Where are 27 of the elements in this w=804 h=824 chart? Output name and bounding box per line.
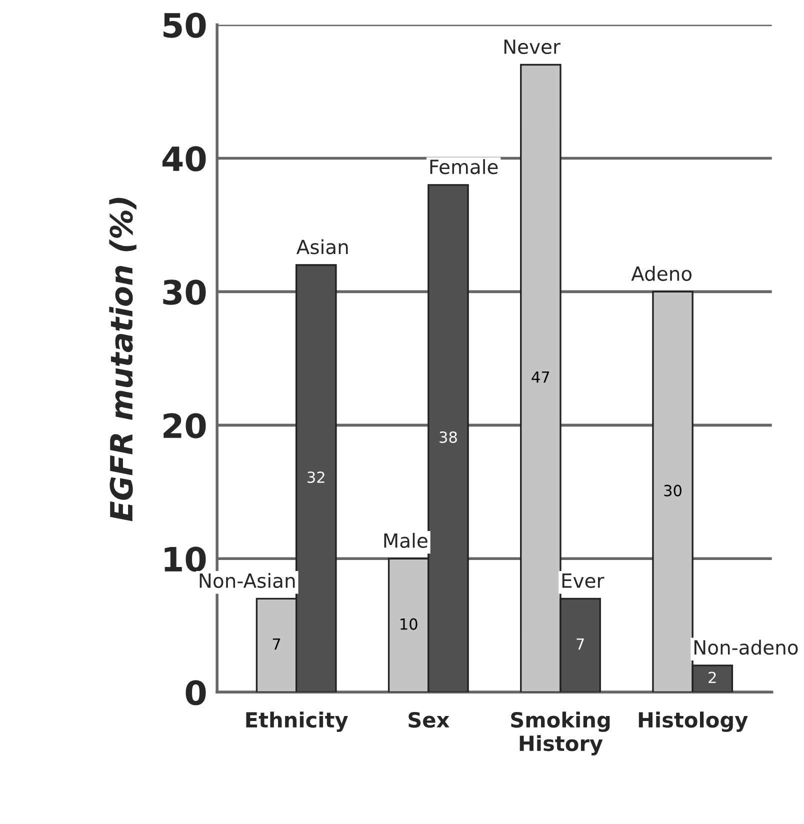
y-tick-label: 10 [164,546,206,572]
annotation: Male [384,532,428,548]
annotation: Asian [296,239,348,254]
x-tick-label: Sex [408,712,450,728]
x-tick-label: Ethnicity [246,712,348,732]
annotation: Ever [562,574,604,588]
data-label: 30 [664,484,682,496]
annotation: Never [504,40,560,54]
data-label: 10 [400,618,418,630]
y-tick-label: 0 [186,680,206,706]
y-tick-label: 20 [164,413,206,438]
x-tick-label: Histology [638,712,748,732]
data-label: 7 [272,638,280,650]
data-label: 2 [708,672,716,684]
annotation: Female [430,159,498,174]
data-label: 47 [532,372,550,383]
y-tick-label: 50 [164,12,206,38]
data-label: 32 [308,471,324,484]
data-label: 38 [440,431,457,443]
y-tick-label: 30 [163,280,206,305]
annotation: Non-Asian [200,572,295,588]
annotation: Adeno [631,266,692,281]
data-label: 7 [576,638,584,650]
y-tick-label: 40 [162,146,206,172]
x-tick-label: Smoking History [511,712,610,756]
y-axis-title: EGFR mutation (%) [109,198,136,522]
annotation: Non-adeno [694,640,798,655]
